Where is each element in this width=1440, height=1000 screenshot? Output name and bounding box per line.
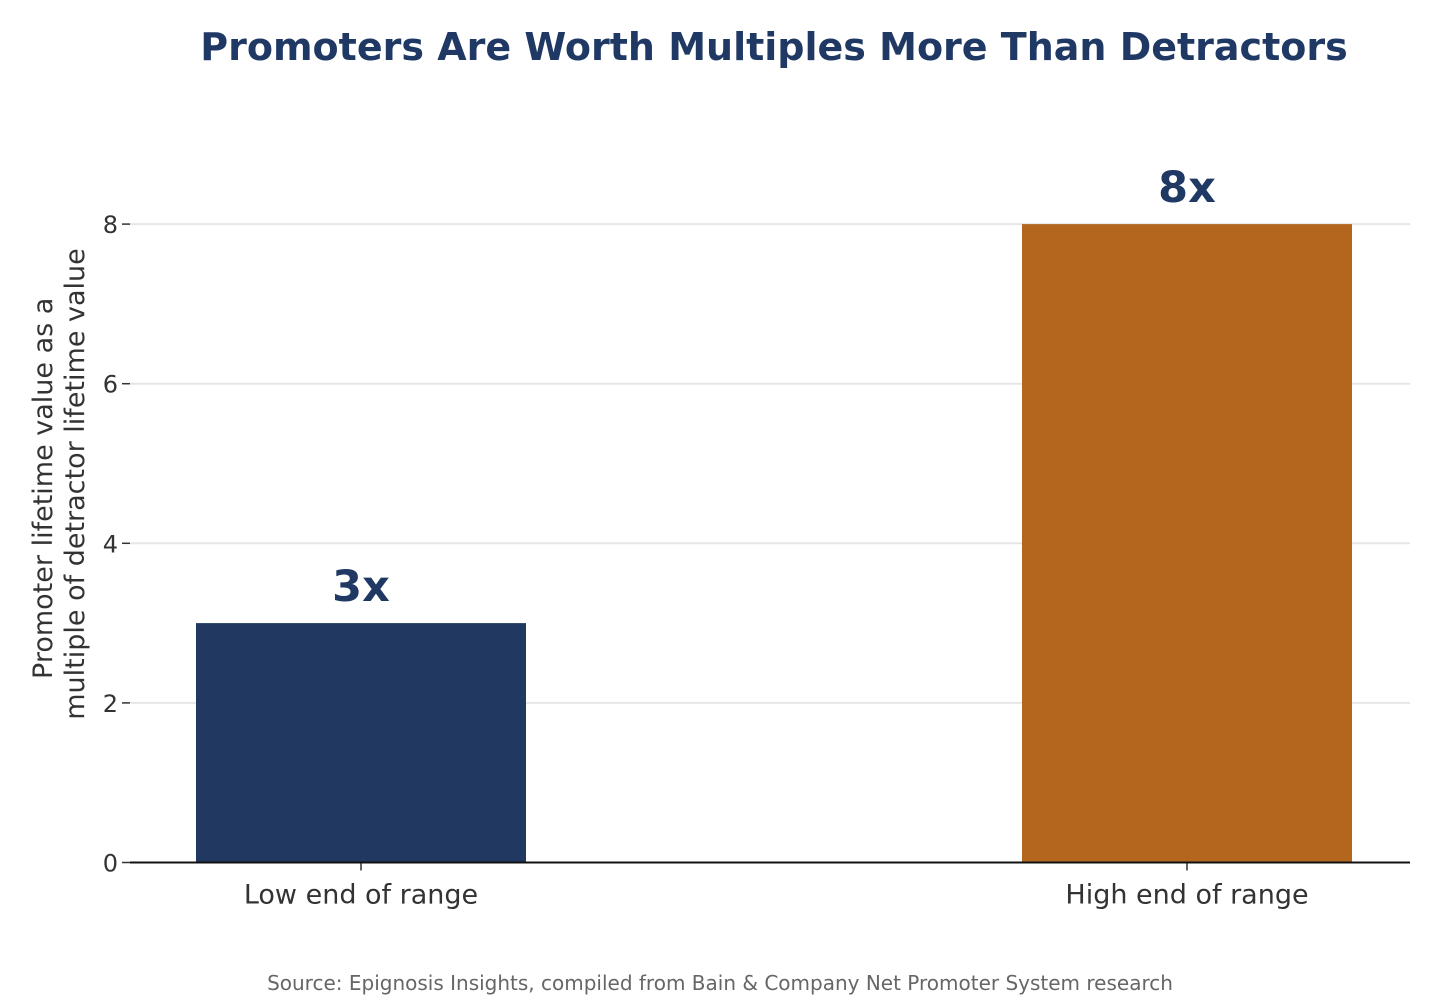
y-axis-ticks: 0 2 4 6 8 bbox=[103, 211, 130, 878]
x-tick-label-1: Low end of range bbox=[244, 880, 478, 911]
x-tick-label-2: High end of range bbox=[1065, 880, 1308, 911]
y-tick-label-8: 8 bbox=[103, 211, 118, 239]
y-tick-label-0: 0 bbox=[103, 850, 118, 878]
y-axis-label-line-1: Promoter lifetime value as a bbox=[28, 298, 59, 679]
chart-title: Promoters Are Worth Multiples More Than … bbox=[200, 25, 1347, 69]
bar-2 bbox=[1022, 224, 1352, 863]
bars bbox=[196, 224, 1352, 863]
y-axis-label: Promoter lifetime value as a multiple of… bbox=[28, 248, 91, 720]
data-label-1: 3x bbox=[332, 562, 390, 612]
y-axis-label-line-2: multiple of detractor lifetime value bbox=[60, 248, 91, 720]
x-axis-ticks: Low end of range High end of range bbox=[244, 862, 1309, 911]
data-labels: 3x 8x bbox=[332, 163, 1216, 612]
y-tick-label-6: 6 bbox=[103, 371, 118, 399]
source-note: Source: Epignosis Insights, compiled fro… bbox=[267, 971, 1173, 995]
y-tick-label-4: 4 bbox=[103, 530, 118, 558]
bar-1 bbox=[196, 623, 526, 863]
data-label-2: 8x bbox=[1158, 163, 1216, 213]
y-tick-label-2: 2 bbox=[103, 690, 118, 718]
